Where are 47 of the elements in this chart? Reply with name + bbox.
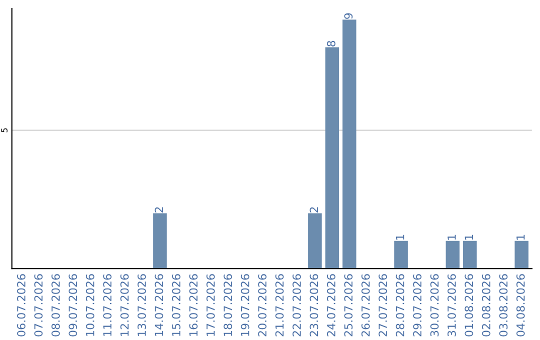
bar (342, 20, 356, 269)
data-label: 8 (326, 40, 336, 46)
x-tick-label: 01.08.2026 (464, 274, 474, 336)
x-tick-label: 18.07.2026 (224, 274, 232, 336)
x-tick-label: 30.07.2026 (430, 274, 439, 336)
x-tick-label: 19.07.2026 (240, 274, 250, 336)
x-tick-label: 26.07.2026 (361, 274, 370, 336)
x-tick-label: 12.07.2026 (120, 274, 129, 336)
x-tick-label: 10.07.2026 (86, 274, 94, 336)
x-tick-label: 09.07.2026 (68, 274, 78, 336)
x-tick-label: 22.07.2026 (292, 274, 301, 336)
x-tick-label: 14.07.2026 (154, 274, 164, 336)
x-tick-label: 27.07.2026 (378, 274, 388, 336)
y-tick-label: 5 (1, 128, 8, 132)
x-tick-label: 31.07.2026 (448, 274, 456, 336)
bar (514, 240, 528, 269)
data-label: 1 (464, 234, 473, 240)
x-tick-label: 20.07.2026 (258, 274, 267, 336)
x-tick-label: 16.07.2026 (189, 274, 198, 336)
x-tick-label: 02.08.2026 (482, 274, 490, 336)
data-label: 1 (516, 234, 525, 240)
x-tick-label: 17.07.2026 (206, 274, 215, 336)
x-tick-label: 24.07.2026 (326, 274, 336, 336)
x-tick-label: 21.07.2026 (275, 274, 284, 336)
x-tick-label: 23.07.2026 (310, 274, 318, 336)
x-tick-label: 13.07.2026 (138, 274, 146, 336)
x-tick-label: 28.07.2026 (396, 274, 404, 336)
data-label: 2 (310, 207, 318, 212)
bar (446, 240, 460, 269)
x-tick-label: 29.07.2026 (413, 274, 422, 336)
x-tick-label: 07.07.2026 (34, 274, 43, 336)
data-label: 9 (344, 13, 353, 19)
x-tick-label: 25.07.2026 (344, 274, 353, 336)
x-tick-label: 08.07.2026 (51, 274, 60, 336)
data-label: 2 (154, 207, 164, 212)
x-tick-label: 06.07.2026 (17, 274, 26, 336)
bar (325, 47, 340, 269)
x-tick-label: 03.08.2026 (499, 274, 508, 336)
x-tick-label: 15.07.2026 (172, 274, 180, 336)
data-label: 1 (396, 234, 404, 240)
bar (308, 213, 322, 269)
data-label: 1 (448, 234, 456, 240)
bar (394, 240, 408, 269)
x-tick-label: 04.08.2026 (516, 274, 525, 336)
x-tick-label: 11.07.2026 (103, 274, 112, 336)
bar (153, 213, 167, 269)
bar (463, 240, 477, 269)
